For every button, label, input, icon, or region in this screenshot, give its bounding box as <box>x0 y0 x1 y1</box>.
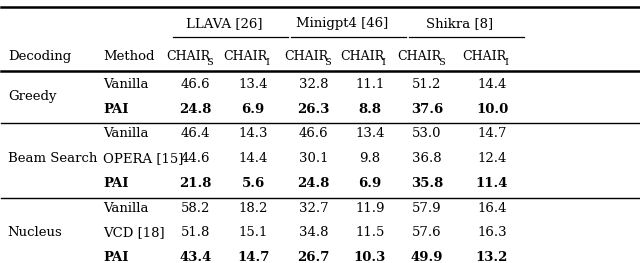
Text: 13.4: 13.4 <box>355 127 385 140</box>
Text: 16.3: 16.3 <box>477 226 507 239</box>
Text: CHAIR: CHAIR <box>340 50 384 63</box>
Text: 53.0: 53.0 <box>412 127 442 140</box>
Text: 35.8: 35.8 <box>411 177 443 190</box>
Text: 18.2: 18.2 <box>239 201 268 215</box>
Text: S: S <box>438 58 444 67</box>
Text: 12.4: 12.4 <box>477 152 507 165</box>
Text: CHAIR: CHAIR <box>284 50 328 63</box>
Text: 11.4: 11.4 <box>476 177 508 190</box>
Text: 49.9: 49.9 <box>411 251 444 263</box>
Text: 13.4: 13.4 <box>238 78 268 91</box>
Text: 26.3: 26.3 <box>298 103 330 115</box>
Text: 37.6: 37.6 <box>411 103 443 115</box>
Text: 6.9: 6.9 <box>358 177 381 190</box>
Text: Greedy: Greedy <box>8 90 56 103</box>
Text: 26.7: 26.7 <box>298 251 330 263</box>
Text: 14.7: 14.7 <box>477 127 507 140</box>
Text: 10.0: 10.0 <box>476 103 508 115</box>
Text: PAI: PAI <box>103 177 129 190</box>
Text: Beam Search: Beam Search <box>8 152 97 165</box>
Text: 8.8: 8.8 <box>358 103 381 115</box>
Text: 14.4: 14.4 <box>239 152 268 165</box>
Text: 43.4: 43.4 <box>180 251 212 263</box>
Text: CHAIR: CHAIR <box>462 50 506 63</box>
Text: 46.6: 46.6 <box>181 78 211 91</box>
Text: I: I <box>265 58 269 67</box>
Text: 11.9: 11.9 <box>355 201 385 215</box>
Text: 30.1: 30.1 <box>299 152 328 165</box>
Text: 9.8: 9.8 <box>359 152 380 165</box>
Text: CHAIR: CHAIR <box>397 50 442 63</box>
Text: PAI: PAI <box>103 103 129 115</box>
Text: Nucleus: Nucleus <box>8 226 63 239</box>
Text: CHAIR: CHAIR <box>166 50 210 63</box>
Text: Vanilla: Vanilla <box>103 127 149 140</box>
Text: 14.4: 14.4 <box>477 78 507 91</box>
Text: Shikra [8]: Shikra [8] <box>426 18 493 31</box>
Text: 6.9: 6.9 <box>241 103 265 115</box>
Text: 32.7: 32.7 <box>299 201 328 215</box>
Text: 15.1: 15.1 <box>239 226 268 239</box>
Text: Method: Method <box>103 50 155 63</box>
Text: 44.6: 44.6 <box>181 152 211 165</box>
Text: S: S <box>324 58 331 67</box>
Text: 11.1: 11.1 <box>355 78 385 91</box>
Text: PAI: PAI <box>103 251 129 263</box>
Text: Minigpt4 [46]: Minigpt4 [46] <box>296 18 388 31</box>
Text: OPERA [15]: OPERA [15] <box>103 152 184 165</box>
Text: 5.6: 5.6 <box>241 177 265 190</box>
Text: I: I <box>381 58 386 67</box>
Text: 46.4: 46.4 <box>181 127 211 140</box>
Text: 16.4: 16.4 <box>477 201 507 215</box>
Text: 32.8: 32.8 <box>299 78 328 91</box>
Text: 57.6: 57.6 <box>412 226 442 239</box>
Text: I: I <box>504 58 508 67</box>
Text: 34.8: 34.8 <box>299 226 328 239</box>
Text: 51.2: 51.2 <box>412 78 442 91</box>
Text: 13.2: 13.2 <box>476 251 508 263</box>
Text: CHAIR: CHAIR <box>223 50 268 63</box>
Text: 24.8: 24.8 <box>180 103 212 115</box>
Text: VCD [18]: VCD [18] <box>103 226 165 239</box>
Text: 11.5: 11.5 <box>355 226 385 239</box>
Text: Vanilla: Vanilla <box>103 201 149 215</box>
Text: 36.8: 36.8 <box>412 152 442 165</box>
Text: 21.8: 21.8 <box>180 177 212 190</box>
Text: 46.6: 46.6 <box>299 127 328 140</box>
Text: Decoding: Decoding <box>8 50 71 63</box>
Text: 57.9: 57.9 <box>412 201 442 215</box>
Text: 14.3: 14.3 <box>238 127 268 140</box>
Text: LLAVA [26]: LLAVA [26] <box>186 18 262 31</box>
Text: 58.2: 58.2 <box>181 201 211 215</box>
Text: 10.3: 10.3 <box>353 251 386 263</box>
Text: 51.8: 51.8 <box>181 226 211 239</box>
Text: S: S <box>206 58 213 67</box>
Text: 24.8: 24.8 <box>298 177 330 190</box>
Text: Vanilla: Vanilla <box>103 78 149 91</box>
Text: 14.7: 14.7 <box>237 251 269 263</box>
